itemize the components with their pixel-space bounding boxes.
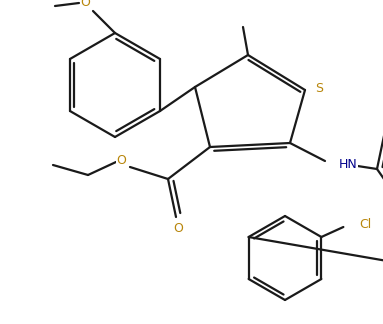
Text: O: O (382, 112, 383, 125)
Text: Cl: Cl (359, 218, 372, 232)
Text: HN: HN (339, 158, 358, 171)
Text: O: O (173, 223, 183, 236)
Text: O: O (80, 0, 90, 9)
Text: O: O (116, 154, 126, 167)
Text: S: S (315, 82, 323, 95)
